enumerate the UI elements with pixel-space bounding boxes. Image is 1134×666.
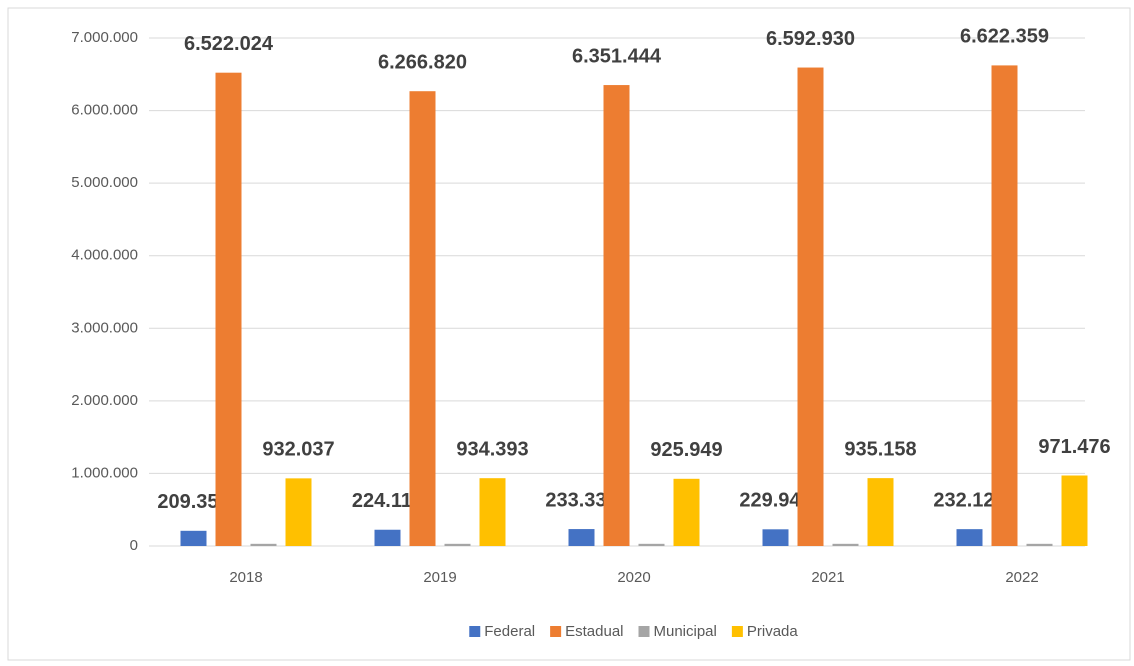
legend-swatch (638, 626, 650, 637)
bar (568, 529, 595, 546)
value-label: 925.949 (650, 439, 722, 461)
value-label: 6.266.820 (378, 51, 467, 73)
bar (374, 529, 401, 546)
bar (991, 65, 1018, 546)
y-tick-label: 2.000.000 (71, 392, 138, 409)
value-label: 971.476 (1038, 436, 1110, 458)
value-label: 6.622.359 (960, 26, 1049, 48)
bar (250, 543, 277, 546)
bar (638, 543, 665, 546)
bar (180, 530, 207, 546)
y-tick-label: 3.000.000 (71, 319, 138, 336)
bar (762, 529, 789, 546)
bar (1061, 475, 1088, 546)
bar (409, 91, 436, 546)
y-tick-label: 0 (130, 537, 138, 554)
value-label: 224.113 (352, 490, 423, 512)
y-tick-label: 6.000.000 (71, 102, 138, 119)
x-tick-label: 2022 (1005, 569, 1038, 586)
x-tick-label: 2020 (617, 569, 650, 586)
bar (867, 478, 894, 546)
legend-label: Municipal (654, 623, 717, 640)
bar (479, 478, 506, 546)
value-label: 233.330 (545, 489, 617, 511)
x-tick-label: 2018 (229, 569, 262, 586)
value-label: 6.522.024 (184, 33, 274, 55)
bar (444, 543, 471, 546)
legend-label: Federal (484, 623, 535, 640)
y-tick-label: 4.000.000 (71, 247, 138, 264)
value-label: 935.158 (844, 438, 916, 460)
legend-label: Estadual (565, 623, 623, 640)
legend-swatch (469, 626, 481, 637)
bar (603, 85, 630, 546)
value-label: 6.592.930 (766, 28, 855, 50)
value-label: 232.121 (933, 489, 1005, 511)
x-tick-label: 2021 (811, 569, 844, 586)
bar (285, 478, 312, 546)
bar (956, 529, 983, 546)
legend-label: Privada (747, 623, 799, 640)
bar (1026, 543, 1053, 546)
legend-swatch (550, 626, 562, 637)
value-label: 932.037 (262, 439, 334, 461)
y-tick-label: 1.000.000 (71, 464, 138, 481)
bar (673, 478, 700, 546)
bar (215, 72, 242, 546)
y-tick-label: 5.000.000 (71, 174, 138, 191)
value-label: 209.358 (157, 491, 229, 513)
bar (832, 543, 859, 546)
bar (797, 67, 824, 546)
value-label: 934.393 (456, 438, 528, 460)
value-label: 6.351.444 (572, 45, 662, 67)
value-label: 229.948 (739, 490, 811, 512)
chart-border (7, 7, 1131, 661)
x-tick-label: 2019 (423, 569, 456, 586)
y-tick-label: 7.000.000 (71, 29, 138, 46)
legend-swatch (731, 626, 743, 637)
